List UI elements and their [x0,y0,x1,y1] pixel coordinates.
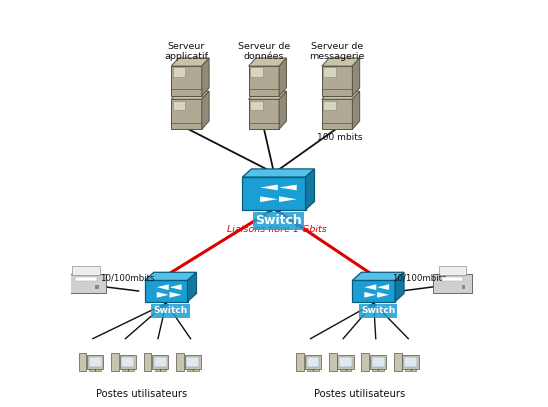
Text: 100 mbits: 100 mbits [317,133,362,142]
FancyBboxPatch shape [176,353,184,371]
FancyBboxPatch shape [305,355,321,369]
Polygon shape [322,66,352,96]
FancyBboxPatch shape [306,357,319,367]
FancyBboxPatch shape [154,357,167,367]
FancyBboxPatch shape [72,266,100,276]
Text: Postes utilisateurs: Postes utilisateurs [96,389,187,399]
FancyBboxPatch shape [89,369,101,371]
Polygon shape [202,91,209,129]
Polygon shape [352,280,395,302]
Polygon shape [322,91,359,99]
Polygon shape [352,58,359,96]
Polygon shape [242,177,306,210]
FancyBboxPatch shape [461,285,465,289]
Text: Switch: Switch [361,306,395,315]
FancyBboxPatch shape [442,278,463,281]
Polygon shape [249,58,287,66]
Polygon shape [260,196,278,202]
FancyBboxPatch shape [372,357,385,367]
Text: Serveur de
données: Serveur de données [238,42,290,61]
FancyBboxPatch shape [173,101,185,110]
Text: 10/100mbits: 10/100mbits [392,274,447,283]
Text: Liaisons fibre 1 Gbits: Liaisons fibre 1 Gbits [227,225,327,234]
Polygon shape [171,58,209,66]
Polygon shape [157,284,169,290]
Polygon shape [171,99,202,129]
Polygon shape [279,185,296,190]
Polygon shape [187,272,197,302]
FancyBboxPatch shape [323,101,336,110]
FancyBboxPatch shape [370,355,386,369]
FancyBboxPatch shape [66,274,106,293]
Polygon shape [306,169,315,210]
FancyBboxPatch shape [187,369,199,371]
FancyBboxPatch shape [402,355,419,369]
FancyBboxPatch shape [372,369,384,371]
FancyBboxPatch shape [89,357,101,367]
Polygon shape [279,58,287,96]
Text: Serveur de
messagerie: Serveur de messagerie [310,42,365,61]
FancyBboxPatch shape [296,353,304,371]
Polygon shape [157,292,169,298]
FancyBboxPatch shape [340,369,351,371]
FancyBboxPatch shape [405,369,416,371]
FancyBboxPatch shape [185,355,201,369]
Polygon shape [377,292,389,298]
Polygon shape [322,99,352,129]
Polygon shape [145,272,197,280]
FancyBboxPatch shape [338,355,353,369]
FancyBboxPatch shape [78,353,87,371]
Polygon shape [145,280,187,302]
Polygon shape [352,272,404,280]
FancyBboxPatch shape [75,278,96,281]
FancyBboxPatch shape [250,101,262,110]
FancyBboxPatch shape [152,355,168,369]
Polygon shape [242,169,315,177]
FancyBboxPatch shape [339,357,352,367]
FancyBboxPatch shape [155,369,166,371]
Text: Switch: Switch [255,214,302,228]
Polygon shape [322,58,359,66]
FancyBboxPatch shape [394,353,402,371]
Polygon shape [169,284,181,290]
Text: Serveur
applicatif: Serveur applicatif [164,42,208,61]
FancyBboxPatch shape [119,355,136,369]
Polygon shape [364,284,376,290]
Polygon shape [249,99,279,129]
FancyBboxPatch shape [173,67,185,77]
Polygon shape [377,284,389,290]
FancyBboxPatch shape [87,355,104,369]
Polygon shape [352,91,359,129]
FancyBboxPatch shape [122,369,134,371]
FancyBboxPatch shape [307,369,319,371]
Polygon shape [364,292,376,298]
FancyBboxPatch shape [439,266,466,276]
FancyBboxPatch shape [121,357,134,367]
Polygon shape [202,58,209,96]
Text: Switch: Switch [153,306,188,315]
FancyBboxPatch shape [329,353,336,371]
FancyBboxPatch shape [186,357,199,367]
FancyBboxPatch shape [362,353,369,371]
Polygon shape [249,66,279,96]
FancyBboxPatch shape [433,274,472,293]
Polygon shape [279,196,296,202]
Text: Postes utilisateurs: Postes utilisateurs [314,389,405,399]
Polygon shape [171,66,202,96]
FancyBboxPatch shape [144,353,151,371]
Polygon shape [279,91,287,129]
Polygon shape [260,185,278,190]
FancyBboxPatch shape [95,285,99,289]
Polygon shape [171,91,209,99]
Polygon shape [169,292,181,298]
Polygon shape [249,91,287,99]
FancyBboxPatch shape [404,357,417,367]
FancyBboxPatch shape [323,67,336,77]
FancyBboxPatch shape [250,67,262,77]
Text: 10/100mbits: 10/100mbits [100,274,155,283]
Polygon shape [395,272,404,302]
FancyBboxPatch shape [111,353,119,371]
